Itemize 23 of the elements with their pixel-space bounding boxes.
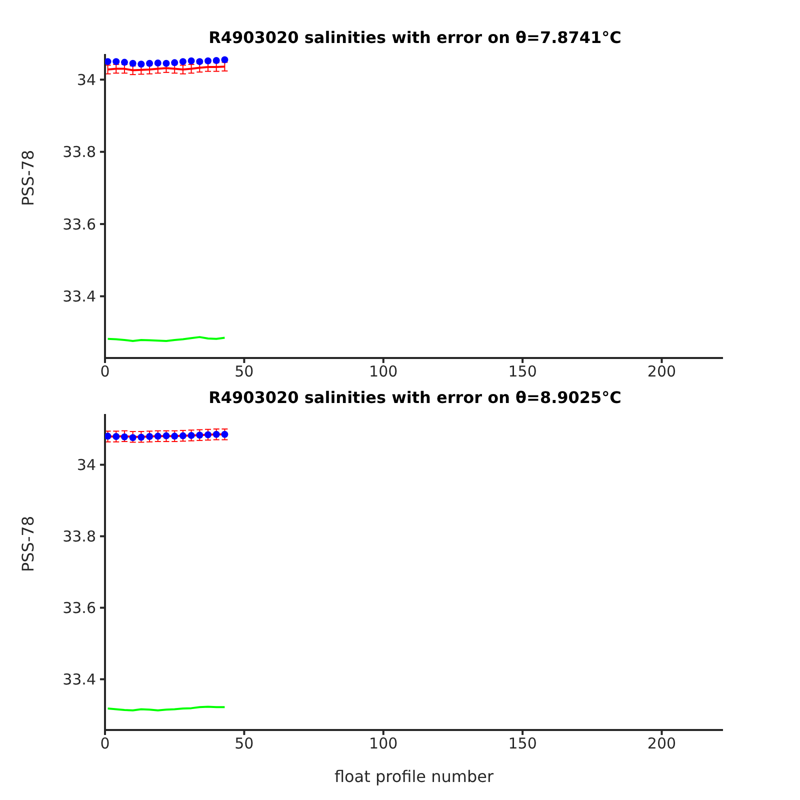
x-tick-label: 50 — [234, 734, 254, 753]
x-tick-label: 200 — [647, 362, 676, 381]
x-tick-label: 50 — [234, 362, 254, 381]
y-tick-label: 34 — [76, 456, 96, 474]
x-tick-label: 100 — [369, 734, 398, 753]
y-tick-label: 33.6 — [62, 215, 96, 234]
x-tick-label: 100 — [369, 362, 398, 381]
y-tick-label: 33.4 — [62, 288, 96, 306]
chart-title: R4903020 salinities with error on θ=8.9025°C — [208, 388, 622, 409]
y-axis-title: PSS-78 — [18, 516, 38, 572]
y-tick-label: 34 — [76, 70, 96, 89]
y-tick-label: 33.8 — [62, 143, 96, 162]
chart-title: R4903020 salinities with error on θ=7.8741°C — [208, 28, 622, 49]
x-tick-label: 150 — [508, 362, 537, 381]
y-axis-title: PSS-78 — [18, 150, 38, 206]
x-tick-label: 0 — [100, 362, 110, 381]
x-tick-label: 150 — [508, 734, 537, 753]
y-tick-label: 33.6 — [62, 599, 96, 618]
x-tick-label: 200 — [647, 734, 676, 753]
x-axis-title: float profile number — [334, 767, 494, 786]
y-tick-label: 33.8 — [62, 528, 96, 546]
y-tick-label: 33.4 — [62, 670, 96, 689]
x-tick-label: 0 — [100, 734, 110, 753]
